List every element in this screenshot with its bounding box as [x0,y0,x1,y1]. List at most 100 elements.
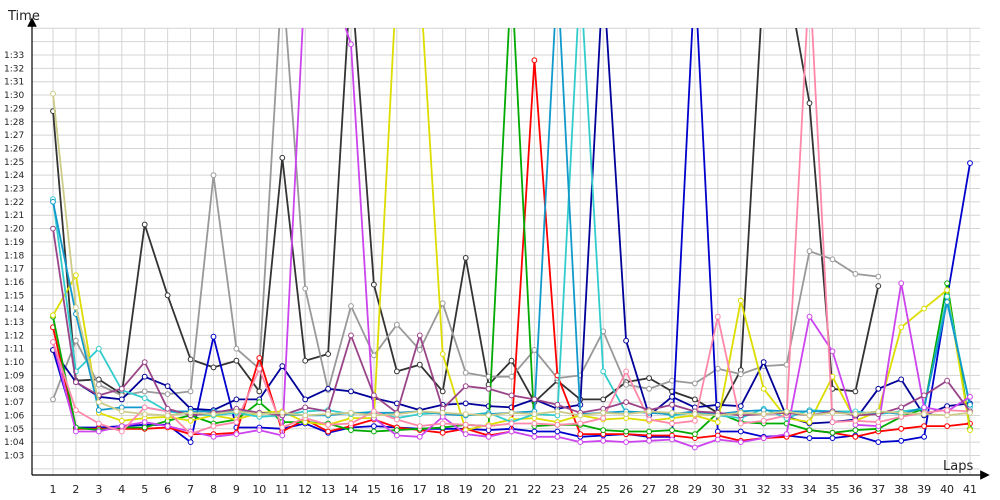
data-point [669,377,675,384]
data-point [623,428,629,435]
data-point [141,424,148,431]
data-point [623,411,629,418]
data-point [210,433,217,440]
y-tick-label: 1:26 [4,144,24,154]
y-tick-label: 1:11 [4,345,24,355]
data-point [302,396,309,403]
data-point [531,411,538,418]
x-axis-label: Laps [943,459,973,474]
data-point [646,375,652,382]
data-point [737,403,744,410]
data-point [898,404,905,411]
x-tick-label: 41 [963,483,977,496]
y-tick-label: 1:28 [4,118,24,128]
data-point [944,412,950,419]
data-point [164,412,171,419]
data-point [944,299,950,305]
data-point [95,399,102,406]
data-point [256,388,263,395]
data-point [95,381,102,388]
data-point [256,427,263,434]
data-point [187,417,194,424]
data-point [325,411,332,418]
data-point [921,305,927,312]
data-point [852,433,859,440]
data-point [806,412,813,419]
data-point [898,409,905,416]
data-point [898,376,905,383]
data-point [462,411,469,418]
data-point [669,420,675,427]
x-tick-label: 28 [665,483,679,496]
data-point [325,385,332,392]
y-tick-label: 1:31 [4,78,24,88]
y-tick-label: 1:18 [4,251,24,261]
data-point [737,409,744,416]
data-point [829,348,836,355]
data-point [50,225,56,232]
y-tick-label: 1:06 [4,411,24,421]
data-point [669,401,675,408]
x-tick-label: 2 [72,483,79,496]
data-point [462,383,469,390]
y-tick-label: 1:32 [4,64,24,74]
data-point [944,287,950,293]
series-12 [50,28,973,438]
y-tick-label: 1:21 [4,211,24,221]
data-point [325,428,332,435]
data-point [669,409,675,416]
x-tick-label: 17 [413,483,427,496]
y-axis-label: Time [7,9,40,24]
data-point [348,409,354,416]
data-point [95,407,102,414]
data-point [348,388,354,395]
data-point [944,377,950,384]
series-14 [50,90,973,419]
data-point [371,428,377,435]
x-tick-label: 30 [711,483,725,496]
data-point [462,255,469,261]
x-tick-label: 36 [848,483,862,496]
data-point [875,283,882,289]
y-tick-label: 1:25 [4,158,24,168]
series-11 [50,28,973,451]
data-point [760,411,767,418]
data-point [852,411,859,418]
data-point [806,419,813,426]
data-point [577,412,584,419]
data-point [50,90,56,97]
data-point [164,292,171,299]
x-tick-label: 38 [894,483,908,496]
data-point [944,280,950,287]
y-tick-label: 1:19 [4,238,24,248]
x-tick-label: 11 [275,483,289,496]
data-point [714,313,721,320]
data-point [394,368,400,375]
data-point [806,100,813,106]
data-point [600,368,607,375]
y-tick-label: 1:24 [4,171,24,181]
data-point [852,417,859,424]
data-point [187,409,194,416]
data-point [462,400,469,407]
data-point [508,409,515,416]
data-point [302,285,309,292]
data-point [187,356,194,363]
data-point [416,408,423,415]
data-point [554,408,561,415]
y-tick-label: 1:17 [4,265,24,275]
data-point [50,312,56,319]
y-tick-label: 1:15 [4,291,24,301]
data-point [233,408,240,415]
x-tick-label: 33 [780,483,794,496]
data-point [852,388,859,395]
data-point [577,431,584,438]
y-tick-label: 1:14 [4,305,24,315]
y-tick-label: 1:16 [4,278,24,288]
data-point [348,303,354,309]
x-tick-label: 40 [940,483,954,496]
y-tick-label: 1:23 [4,185,24,195]
data-point [921,423,927,430]
data-point [485,385,492,392]
